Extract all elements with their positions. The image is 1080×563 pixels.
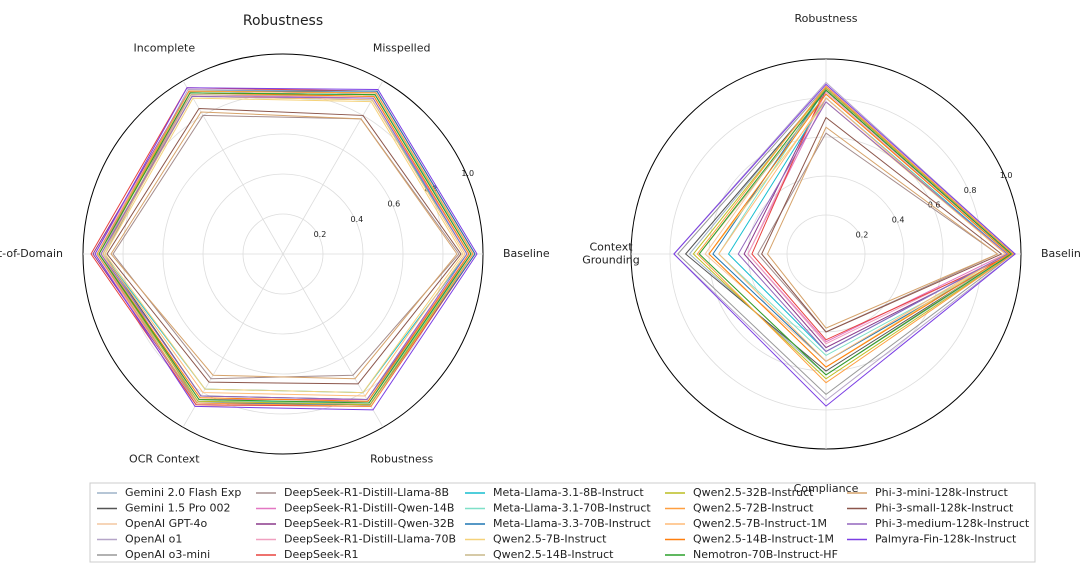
series-line xyxy=(98,92,470,402)
radial-tick-label: 0.4 xyxy=(892,216,905,225)
series-line xyxy=(102,94,470,407)
legend-label: Gemini 2.0 Flash Exp xyxy=(125,486,241,499)
spoke xyxy=(282,80,384,255)
axis-label: Context Grounding xyxy=(582,240,639,266)
series-line xyxy=(704,85,1013,362)
axis-label: Robustness xyxy=(370,453,433,466)
legend-label: Qwen2.5-72B-Instruct xyxy=(693,502,814,515)
series-line xyxy=(761,116,1003,333)
series-line xyxy=(98,90,474,406)
legend-label: Phi-3-small-128k-Instruct xyxy=(875,502,1014,515)
series-line xyxy=(98,92,472,404)
spoke xyxy=(182,253,284,428)
axis-label: Baseline xyxy=(1041,247,1080,260)
radial-tick-label: 1.0 xyxy=(461,169,474,178)
radial-tick-label: 0.6 xyxy=(928,201,941,210)
legend-label: OpenAI GPT-4o xyxy=(125,517,207,530)
series-line xyxy=(98,90,474,402)
series-line xyxy=(102,95,466,397)
series-line xyxy=(712,87,1015,362)
legend-label: Qwen2.5-7B-Instruct xyxy=(493,533,607,546)
legend-label: Qwen2.5-7B-Instruct-1M xyxy=(693,517,827,530)
axis-label: Misspelled xyxy=(373,41,431,54)
legend-label: DeepSeek-R1-Distill-Qwen-32B xyxy=(284,517,454,530)
axis-label: Out-of-Domain xyxy=(0,247,63,260)
legend-label: Phi-3-mini-128k-Instruct xyxy=(875,486,1009,499)
series-line xyxy=(718,97,1007,362)
legend-label: DeepSeek-R1 xyxy=(284,548,359,561)
legend-label: OpenAI o3-mini xyxy=(125,548,210,561)
series-line xyxy=(96,94,470,400)
legend-label: Meta-Llama-3.1-8B-Instruct xyxy=(493,486,644,499)
series-line xyxy=(96,90,476,406)
series-line xyxy=(673,81,1016,401)
series-line xyxy=(94,87,478,411)
legend-box xyxy=(89,482,1036,563)
legend-label: DeepSeek-R1-Distill-Llama-8B xyxy=(284,486,449,499)
legend-label: Gemini 1.5 Pro 002 xyxy=(125,502,231,515)
spoke xyxy=(182,80,284,255)
series-line xyxy=(696,85,1015,384)
series-line xyxy=(92,90,474,406)
series-line xyxy=(757,132,999,333)
series-line xyxy=(698,89,1013,376)
legend-label: OpenAI o1 xyxy=(125,533,182,546)
series-line xyxy=(708,93,1011,368)
radial-tick-label: 0.4 xyxy=(351,215,364,224)
legend-label: Qwen2.5-14B-Instruct xyxy=(493,548,614,561)
legend-label: Palmyra-Fin-128k-Instruct xyxy=(875,533,1017,546)
radial-tick-label: 0.2 xyxy=(314,230,327,239)
axis-label: OCR Context xyxy=(129,453,200,466)
spoke xyxy=(282,253,384,428)
series-line xyxy=(766,126,999,329)
series-line xyxy=(100,88,476,407)
axis-label: Baseline xyxy=(503,247,550,260)
series-line xyxy=(747,91,1011,345)
radial-tick-label: 0.8 xyxy=(424,184,437,193)
legend-label: Qwen2.5-32B-Instruct xyxy=(693,486,814,499)
legend-label: DeepSeek-R1-Distill-Qwen-14B xyxy=(284,502,454,515)
legend-label: Nemotron-70B-Instruct-HF xyxy=(693,548,838,561)
series-line xyxy=(106,107,462,385)
axis-label: Incomplete xyxy=(134,41,196,54)
series-line xyxy=(692,87,1015,380)
series-line xyxy=(94,90,474,404)
radial-tick-label: 0.2 xyxy=(856,231,869,240)
series-line xyxy=(110,111,458,380)
series-line xyxy=(673,83,1016,407)
series-line xyxy=(737,101,1009,353)
series-line xyxy=(688,87,1015,376)
series-line xyxy=(98,92,474,404)
chart-title: Robustness xyxy=(243,13,323,29)
series-line xyxy=(100,95,468,400)
legend-label: DeepSeek-R1-Distill-Llama-70B xyxy=(284,533,456,546)
radial-tick-label: 0.8 xyxy=(964,186,977,195)
axis-label: Robustness xyxy=(794,12,857,25)
legend-label: Meta-Llama-3.1-70B-Instruct xyxy=(493,502,651,515)
radial-tick-label: 0.6 xyxy=(387,200,400,209)
radial-tick-label: 1.0 xyxy=(1000,171,1013,180)
series-line xyxy=(96,90,474,407)
legend-label: Qwen2.5-14B-Instruct-1M xyxy=(693,533,834,546)
legend-label: Phi-3-medium-128k-Instruct xyxy=(875,517,1030,530)
series-line xyxy=(90,87,476,407)
series-line xyxy=(104,97,464,394)
axis-label: Compliance xyxy=(794,482,859,495)
legend-label: Meta-Llama-3.3-70B-Instruct xyxy=(493,517,651,530)
